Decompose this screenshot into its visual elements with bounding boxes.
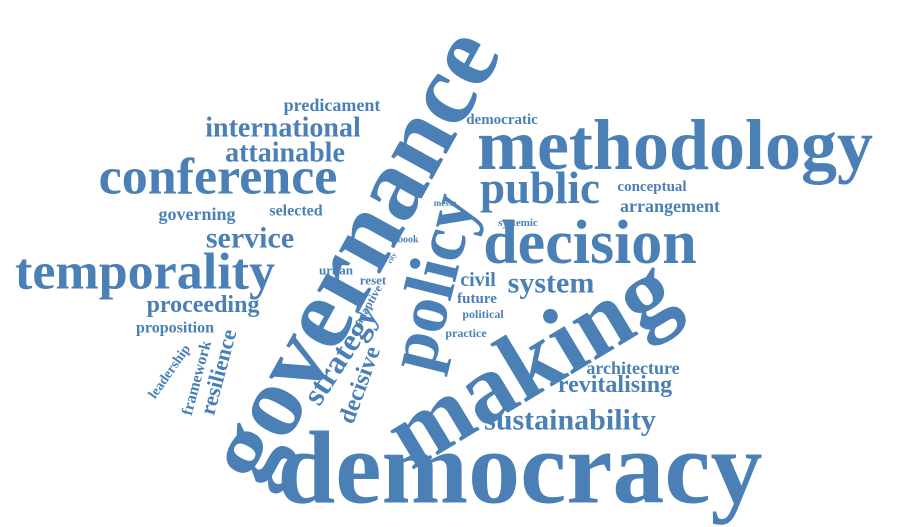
word: arrangement bbox=[620, 196, 720, 216]
word: democracy bbox=[277, 411, 762, 526]
word: system bbox=[508, 267, 595, 300]
word: proceeding bbox=[147, 292, 260, 318]
word: service bbox=[206, 222, 294, 255]
word: architecture bbox=[586, 358, 679, 378]
word: attainable bbox=[225, 138, 345, 169]
word: international bbox=[205, 113, 361, 144]
word: civil bbox=[460, 269, 496, 291]
word: predicament bbox=[284, 95, 381, 115]
word: future bbox=[457, 291, 497, 307]
word: conceptual bbox=[617, 179, 686, 195]
word: systemic bbox=[498, 217, 538, 229]
word: sustainability bbox=[484, 404, 656, 437]
word: proposition bbox=[136, 320, 214, 337]
word: methodology bbox=[477, 105, 873, 185]
word: decision bbox=[483, 209, 697, 277]
word: political bbox=[462, 307, 504, 321]
word: messe bbox=[434, 198, 457, 208]
word: practice bbox=[445, 326, 487, 340]
word: temporality bbox=[15, 244, 275, 301]
word: selected bbox=[269, 203, 322, 220]
word: revitalising bbox=[558, 372, 672, 398]
word: urban bbox=[319, 263, 354, 278]
word: reset bbox=[360, 273, 387, 288]
word: book bbox=[397, 235, 419, 246]
word: democratic bbox=[466, 112, 538, 128]
word: governing bbox=[158, 204, 235, 224]
word: conference bbox=[99, 149, 338, 206]
word: public bbox=[480, 163, 600, 213]
